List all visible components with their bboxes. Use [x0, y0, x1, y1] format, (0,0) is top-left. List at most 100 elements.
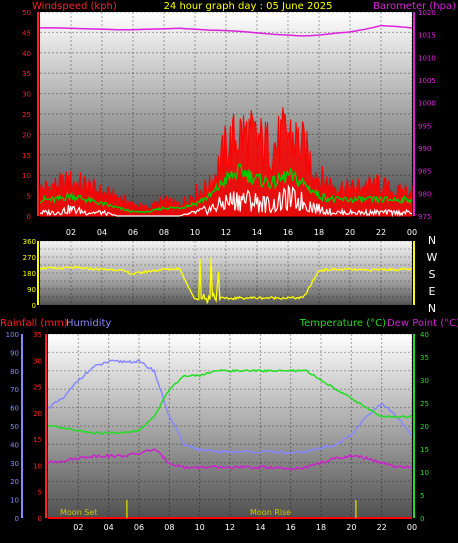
- x-tick-label: 06: [128, 228, 138, 237]
- x-tick-label: 10: [190, 228, 200, 237]
- temperature-tick-label: 0: [420, 515, 424, 523]
- x-tick-label: 16: [283, 228, 293, 237]
- temperature-tick-label: 40: [420, 331, 429, 339]
- barometer-tick-label: 975: [418, 213, 431, 221]
- temperature-tick-label: 15: [420, 446, 429, 454]
- x-tick-label: 20: [345, 228, 355, 237]
- dewpoint-axis-title: Dew Point (°C): [387, 318, 458, 329]
- wind-gust-series: [39, 107, 413, 217]
- rainfall-tick-label: 15: [33, 436, 42, 444]
- x-tick-label: 08: [159, 228, 169, 237]
- wind-direction-series: [39, 257, 413, 304]
- x-tick-label: 14: [255, 523, 265, 532]
- rainfall-tick-label: 10: [33, 462, 42, 470]
- windspeed-tick-label: 0: [27, 213, 31, 221]
- windspeed-tick-label: 45: [22, 29, 31, 37]
- humidity-tick-label: 0: [15, 515, 19, 523]
- barometer-tick-label: 995: [418, 122, 431, 130]
- temperature-axis-title: Temperature (°C): [299, 318, 386, 329]
- humidity-series: [47, 359, 413, 455]
- barometer-tick-label: 990: [418, 145, 431, 153]
- direction-tick-label: 360: [23, 238, 36, 246]
- humidity-tick-label: 10: [10, 497, 19, 505]
- temperature-tick-label: 35: [420, 354, 429, 362]
- windspeed-tick-label: 20: [22, 131, 31, 139]
- x-tick-label: 18: [316, 523, 326, 532]
- barometer-series: [40, 24, 413, 37]
- x-tick-label: 22: [377, 523, 387, 532]
- compass-label: S: [429, 268, 436, 281]
- compass-label: E: [429, 285, 436, 298]
- barometer-tick-label: 1020: [418, 9, 436, 17]
- humidity-tick-label: 20: [10, 478, 19, 486]
- temperature-tick-label: 10: [420, 469, 429, 477]
- temperature-tick-label: 5: [420, 492, 424, 500]
- x-tick-label: 14: [252, 228, 262, 237]
- x-tick-label: 08: [164, 523, 174, 532]
- x-tick-label: 02: [66, 228, 76, 237]
- wind-average-series: [39, 163, 413, 214]
- barometer-tick-label: 980: [418, 190, 431, 198]
- x-tick-label: 02: [73, 523, 83, 532]
- humidity-tick-label: 100: [6, 331, 19, 339]
- humidity-tick-label: 50: [10, 423, 19, 431]
- moon-set-label: Moon Set: [60, 508, 97, 517]
- direction-panel-background: [40, 241, 412, 305]
- humidity-tick-label: 40: [10, 441, 19, 449]
- rainfall-tick-label: 30: [33, 357, 42, 365]
- barometer-axis-title: Barometer (hpa): [373, 1, 456, 12]
- x-tick-label: 16: [286, 523, 296, 532]
- compass-label: N: [428, 302, 436, 315]
- x-tick-label: 00: [407, 228, 417, 237]
- temperature-series: [47, 368, 413, 435]
- barometer-tick-label: 1010: [418, 54, 436, 62]
- humidity-tick-label: 80: [10, 368, 19, 376]
- temperature-panel-background: [48, 334, 412, 518]
- direction-tick-label: 270: [23, 254, 36, 262]
- barometer-tick-label: 1005: [418, 77, 436, 85]
- rainfall-tick-label: 20: [33, 410, 42, 418]
- x-tick-label: 12: [225, 523, 235, 532]
- humidity-tick-label: 90: [10, 349, 19, 357]
- x-tick-label: 04: [104, 523, 114, 532]
- windspeed-tick-label: 35: [22, 70, 31, 78]
- humidity-tick-label: 30: [10, 460, 19, 468]
- wind-low-series: [39, 184, 412, 218]
- direction-panel-grid: [40, 240, 413, 306]
- x-tick-label: 22: [376, 228, 386, 237]
- x-tick-label: 06: [134, 523, 144, 532]
- barometer-tick-label: 1000: [418, 100, 436, 108]
- humidity-tick-label: 70: [10, 386, 19, 394]
- windspeed-tick-label: 50: [22, 9, 31, 17]
- humidity-axis-title: Humidity: [66, 318, 111, 329]
- direction-tick-label: 180: [23, 270, 36, 278]
- compass-label: W: [427, 251, 438, 264]
- x-tick-label: 04: [97, 228, 107, 237]
- windspeed-tick-label: 30: [22, 91, 31, 99]
- x-tick-label: 00: [407, 523, 417, 532]
- x-tick-label: 18: [314, 228, 324, 237]
- rainfall-tick-label: 35: [33, 331, 42, 339]
- rainfall-axis-title: Rainfall (mm): [0, 318, 68, 329]
- moon-rise-label: Moon Rise: [250, 508, 291, 517]
- compass-label: N: [428, 234, 436, 247]
- windspeed-axis-title: Windspeed (kph): [32, 1, 117, 12]
- x-tick-label: 12: [221, 228, 231, 237]
- temperature-tick-label: 30: [420, 377, 429, 385]
- direction-tick-label: 90: [27, 286, 36, 294]
- temperature-panel-grid: [48, 333, 413, 519]
- windspeed-tick-label: 25: [22, 111, 31, 119]
- barometer-tick-label: 1015: [418, 32, 436, 40]
- x-tick-label: 10: [195, 523, 205, 532]
- rainfall-tick-label: 5: [38, 489, 42, 497]
- direction-tick-label: 0: [32, 302, 36, 310]
- temperature-tick-label: 20: [420, 423, 429, 431]
- rainfall-tick-label: 0: [38, 515, 42, 523]
- humidity-tick-label: 60: [10, 405, 19, 413]
- graph-title: 24 hour graph day : 05 June 2025: [164, 1, 333, 12]
- windspeed-tick-label: 10: [22, 172, 31, 180]
- rainfall-tick-label: 25: [33, 384, 42, 392]
- barometer-tick-label: 985: [418, 168, 431, 176]
